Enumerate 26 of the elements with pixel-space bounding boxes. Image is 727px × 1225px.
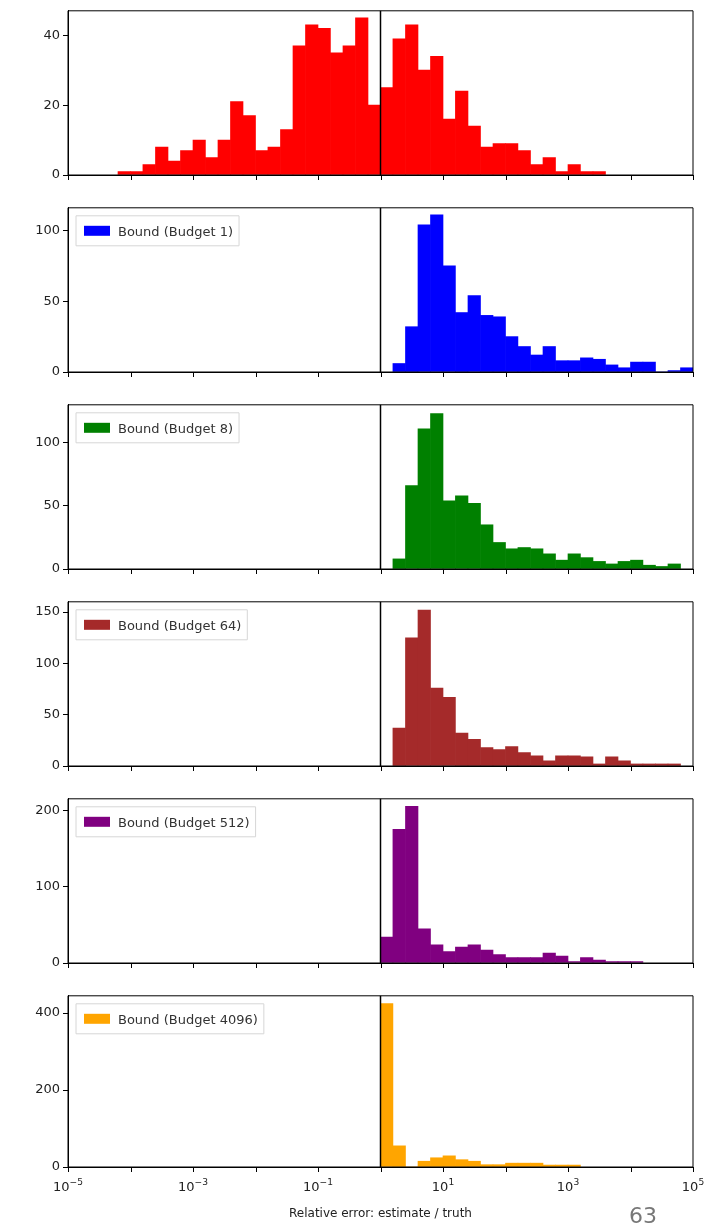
y-tick-label: 100 — [35, 221, 60, 237]
y-tick-label: 0 — [51, 166, 60, 182]
legend-label: Bound (Budget 64) — [118, 617, 242, 633]
y-tick-label: 50 — [43, 706, 60, 722]
y-tick-label: 400 — [35, 1004, 60, 1020]
legend-label: Bound (Budget 8) — [118, 420, 234, 436]
y-tick-label: 0 — [51, 757, 60, 773]
legend-label: Bound (Budget 1) — [118, 223, 234, 239]
legend-label: Bound (Budget 4096) — [118, 1011, 258, 1027]
y-tick-label: 40 — [43, 26, 60, 42]
y-tick-label: 0 — [51, 363, 60, 379]
y-tick-label: 200 — [35, 1081, 60, 1097]
x-axis-title: Relative error: estimate / truth — [289, 1206, 472, 1220]
legend-label: Bound (Budget 512) — [118, 814, 250, 830]
y-tick-label: 20 — [43, 96, 60, 112]
y-tick-label: 100 — [35, 654, 60, 670]
y-tick-label: 0 — [51, 560, 60, 576]
text: 63 — [629, 1203, 657, 1225]
y-tick-label: 200 — [35, 802, 60, 818]
y-tick-label: 150 — [35, 603, 60, 619]
y-tick-label: 0 — [51, 954, 60, 970]
y-tick-label: 100 — [35, 878, 60, 894]
y-tick-label: 50 — [43, 497, 60, 513]
y-tick-label: 0 — [51, 1158, 60, 1174]
y-tick-label: 50 — [43, 292, 60, 308]
y-tick-label: 100 — [35, 434, 60, 450]
